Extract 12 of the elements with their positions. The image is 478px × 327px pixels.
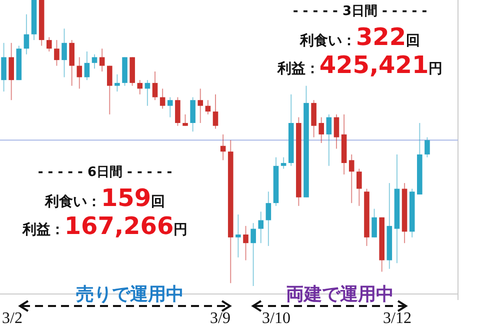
annotation: 利食い：159回: [44, 184, 166, 212]
annotation: 利益：425,421円: [276, 51, 443, 79]
annotation: - - - - - 3日間 - - - - -: [292, 4, 428, 19]
annotation: 両建で運用中: [286, 284, 394, 305]
annotation: 利食い：322回: [298, 23, 420, 51]
annotation: 利益：167,266円: [21, 212, 188, 240]
annotation: 売りで運用中: [76, 284, 184, 305]
text: 3/2: [2, 310, 22, 327]
text: 3/9: [210, 310, 230, 327]
text: 3/12: [383, 310, 412, 327]
annotation: - - - - - 6日間 - - - - -: [38, 165, 172, 180]
text: 3/10: [262, 310, 290, 327]
